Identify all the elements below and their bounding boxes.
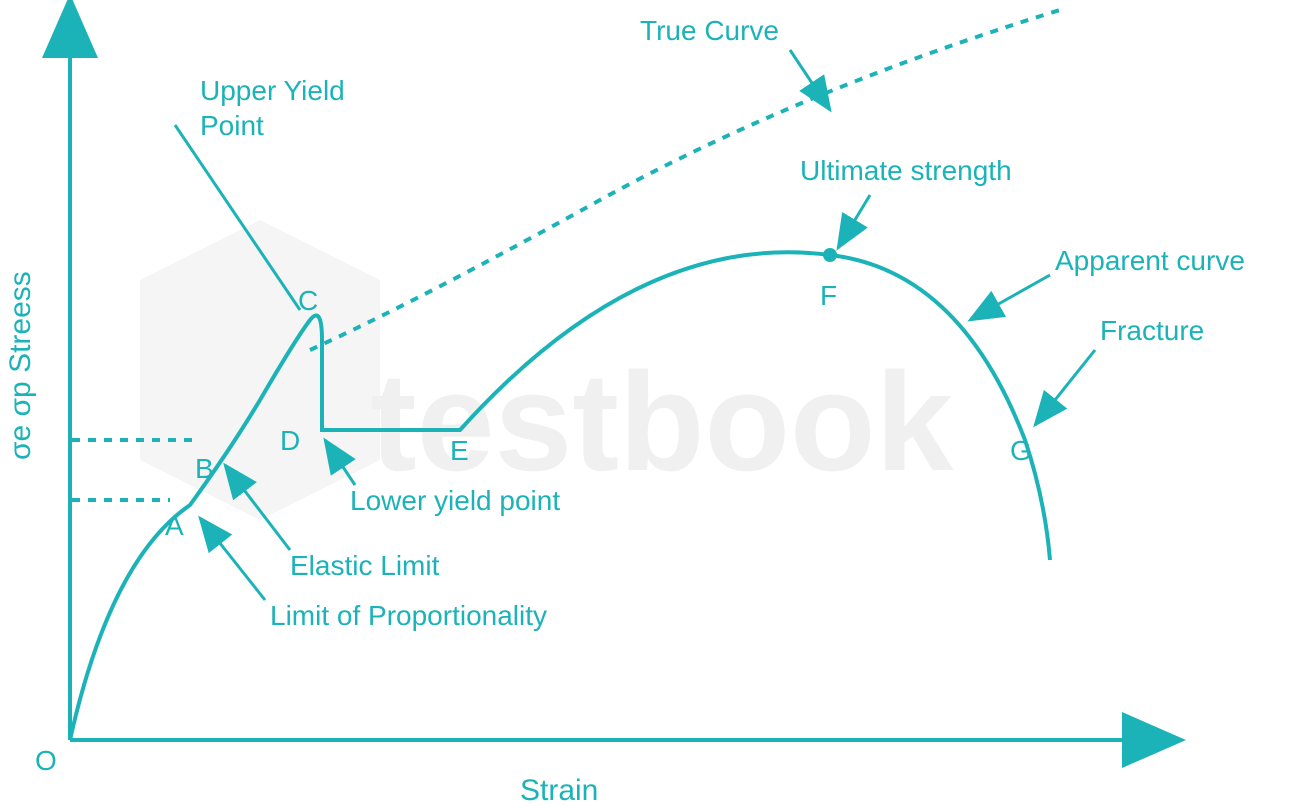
- apparent-label: Apparent curve: [1055, 245, 1245, 276]
- ultimate-label: Ultimate strength: [800, 155, 1012, 186]
- point-b-label: B: [195, 453, 214, 484]
- point-f-dot: [823, 248, 837, 262]
- ultimate-arrow: [838, 195, 870, 248]
- lower-yield-label: Lower yield point: [350, 485, 560, 516]
- stress-strain-diagram: testbook O Strain σe σp Streess A B C D …: [0, 0, 1289, 807]
- true-curve-arrow: [790, 50, 830, 110]
- point-e-label: E: [450, 435, 469, 466]
- point-d-label: D: [280, 425, 300, 456]
- point-a-label: A: [165, 510, 184, 541]
- watermark: testbook: [140, 220, 954, 520]
- point-c-label: C: [298, 285, 318, 316]
- true-curve-label: True Curve: [640, 15, 779, 46]
- origin-label: O: [35, 745, 57, 776]
- fracture-arrow: [1035, 350, 1095, 425]
- apparent-arrow: [970, 275, 1050, 320]
- point-g-label: G: [1010, 435, 1032, 466]
- x-axis-label: Strain: [520, 774, 598, 807]
- upper-yield-label-2: Point: [200, 110, 264, 141]
- watermark-text: testbook: [370, 343, 954, 500]
- elastic-limit-label: Elastic Limit: [290, 550, 440, 581]
- y-axis-label: σe σp Streess: [4, 271, 37, 460]
- limit-prop-label: Limit of Proportionality: [270, 600, 547, 631]
- limit-prop-arrow: [200, 518, 265, 600]
- fracture-label: Fracture: [1100, 315, 1204, 346]
- point-f-label: F: [820, 280, 837, 311]
- upper-yield-label-1: Upper Yield: [200, 75, 345, 106]
